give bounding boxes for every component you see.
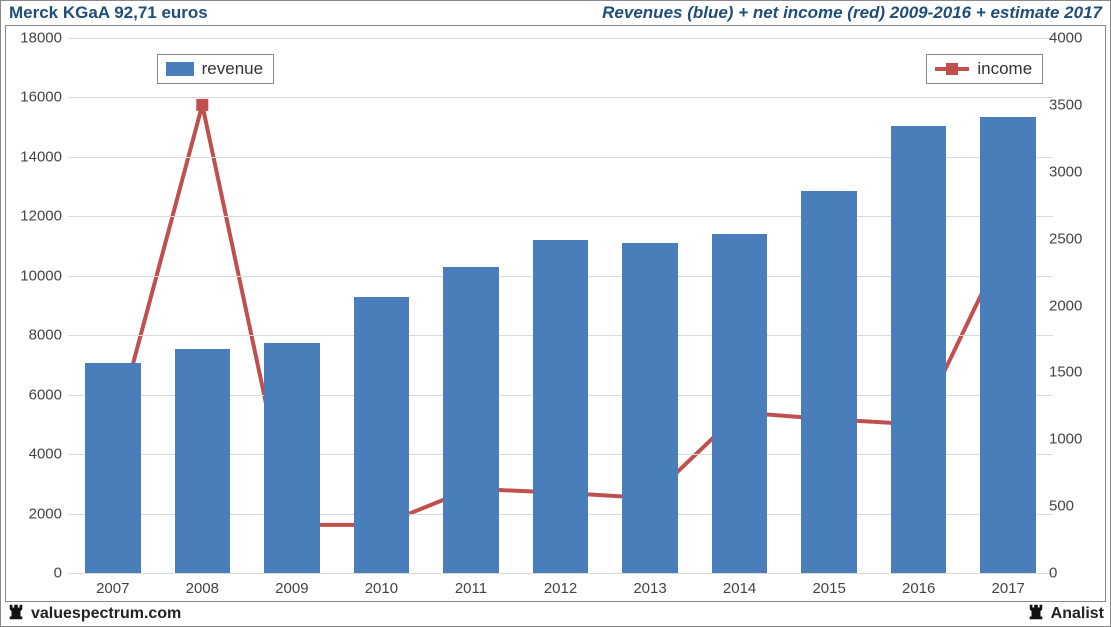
bar-2010 [354,297,410,573]
header-left: Merck KGaA 92,71 euros [9,3,208,23]
bar-2007 [85,363,141,573]
bar-2008 [175,349,231,573]
chart-frame: Merck KGaA 92,71 euros Revenues (blue) +… [0,0,1111,627]
x-tick-label: 2013 [633,580,666,597]
chart-area: 0200040006000800010000120001400016000180… [5,25,1106,602]
bar-2016 [891,126,947,573]
bar-2009 [264,343,320,573]
x-tick-label: 2017 [992,580,1025,597]
bar-2017 [980,117,1036,573]
y-right-tick-label: 4000 [1049,30,1105,47]
x-tick-label: 2007 [96,580,129,597]
legend-swatch-bar [166,62,194,76]
bar-2014 [712,234,768,573]
legend-revenue-label: revenue [202,59,263,79]
x-tick-label: 2012 [544,580,577,597]
x-tick-label: 2015 [812,580,845,597]
bar-2013 [622,243,678,573]
x-tick-label: 2008 [186,580,219,597]
y-left-tick-label: 12000 [6,208,62,225]
x-tick-label: 2009 [275,580,308,597]
y-right-tick-label: 2500 [1049,230,1105,247]
x-tick-label: 2016 [902,580,935,597]
gridline [68,573,1053,574]
y-left-tick-label: 18000 [6,30,62,47]
x-tick-label: 2014 [723,580,756,597]
header-row: Merck KGaA 92,71 euros Revenues (blue) +… [1,1,1110,25]
y-right-tick-label: 3000 [1049,163,1105,180]
x-tick-label: 2011 [455,580,487,597]
y-left-tick-label: 6000 [6,386,62,403]
y-right-tick-label: 2000 [1049,297,1105,314]
legend-revenue: revenue [157,54,274,84]
y-right-tick-label: 1500 [1049,364,1105,381]
footer-right-text: Analist [1051,605,1104,623]
header-right: Revenues (blue) + net income (red) 2009-… [602,3,1102,23]
plot-region: 0200040006000800010000120001400016000180… [68,38,1053,573]
gridline [68,97,1053,98]
y-right-tick-label: 1000 [1049,431,1105,448]
y-left-tick-label: 0 [6,565,62,582]
y-right-tick-label: 3500 [1049,96,1105,113]
y-left-tick-label: 14000 [6,148,62,165]
y-left-tick-label: 4000 [6,446,62,463]
bar-2012 [533,240,589,573]
bar-2015 [801,191,857,573]
y-right-tick-label: 0 [1049,565,1105,582]
footer-right: Analist [1027,603,1104,625]
footer-left-text: valuespectrum.com [31,605,181,623]
x-tick-label: 2010 [365,580,398,597]
legend-swatch-line [935,60,969,78]
income-marker-2008 [196,99,208,111]
y-left-tick-label: 10000 [6,267,62,284]
y-left-tick-label: 8000 [6,327,62,344]
y-left-tick-label: 16000 [6,89,62,106]
footer-left: valuespectrum.com [7,603,181,625]
bar-2011 [443,267,499,573]
legend-income-label: income [977,59,1032,79]
footer-row: valuespectrum.com Analist [1,602,1110,626]
rook-icon [1027,603,1045,625]
legend-income: income [926,54,1043,84]
y-right-tick-label: 500 [1049,498,1105,515]
y-left-tick-label: 2000 [6,505,62,522]
gridline [68,38,1053,39]
rook-icon [7,603,25,625]
